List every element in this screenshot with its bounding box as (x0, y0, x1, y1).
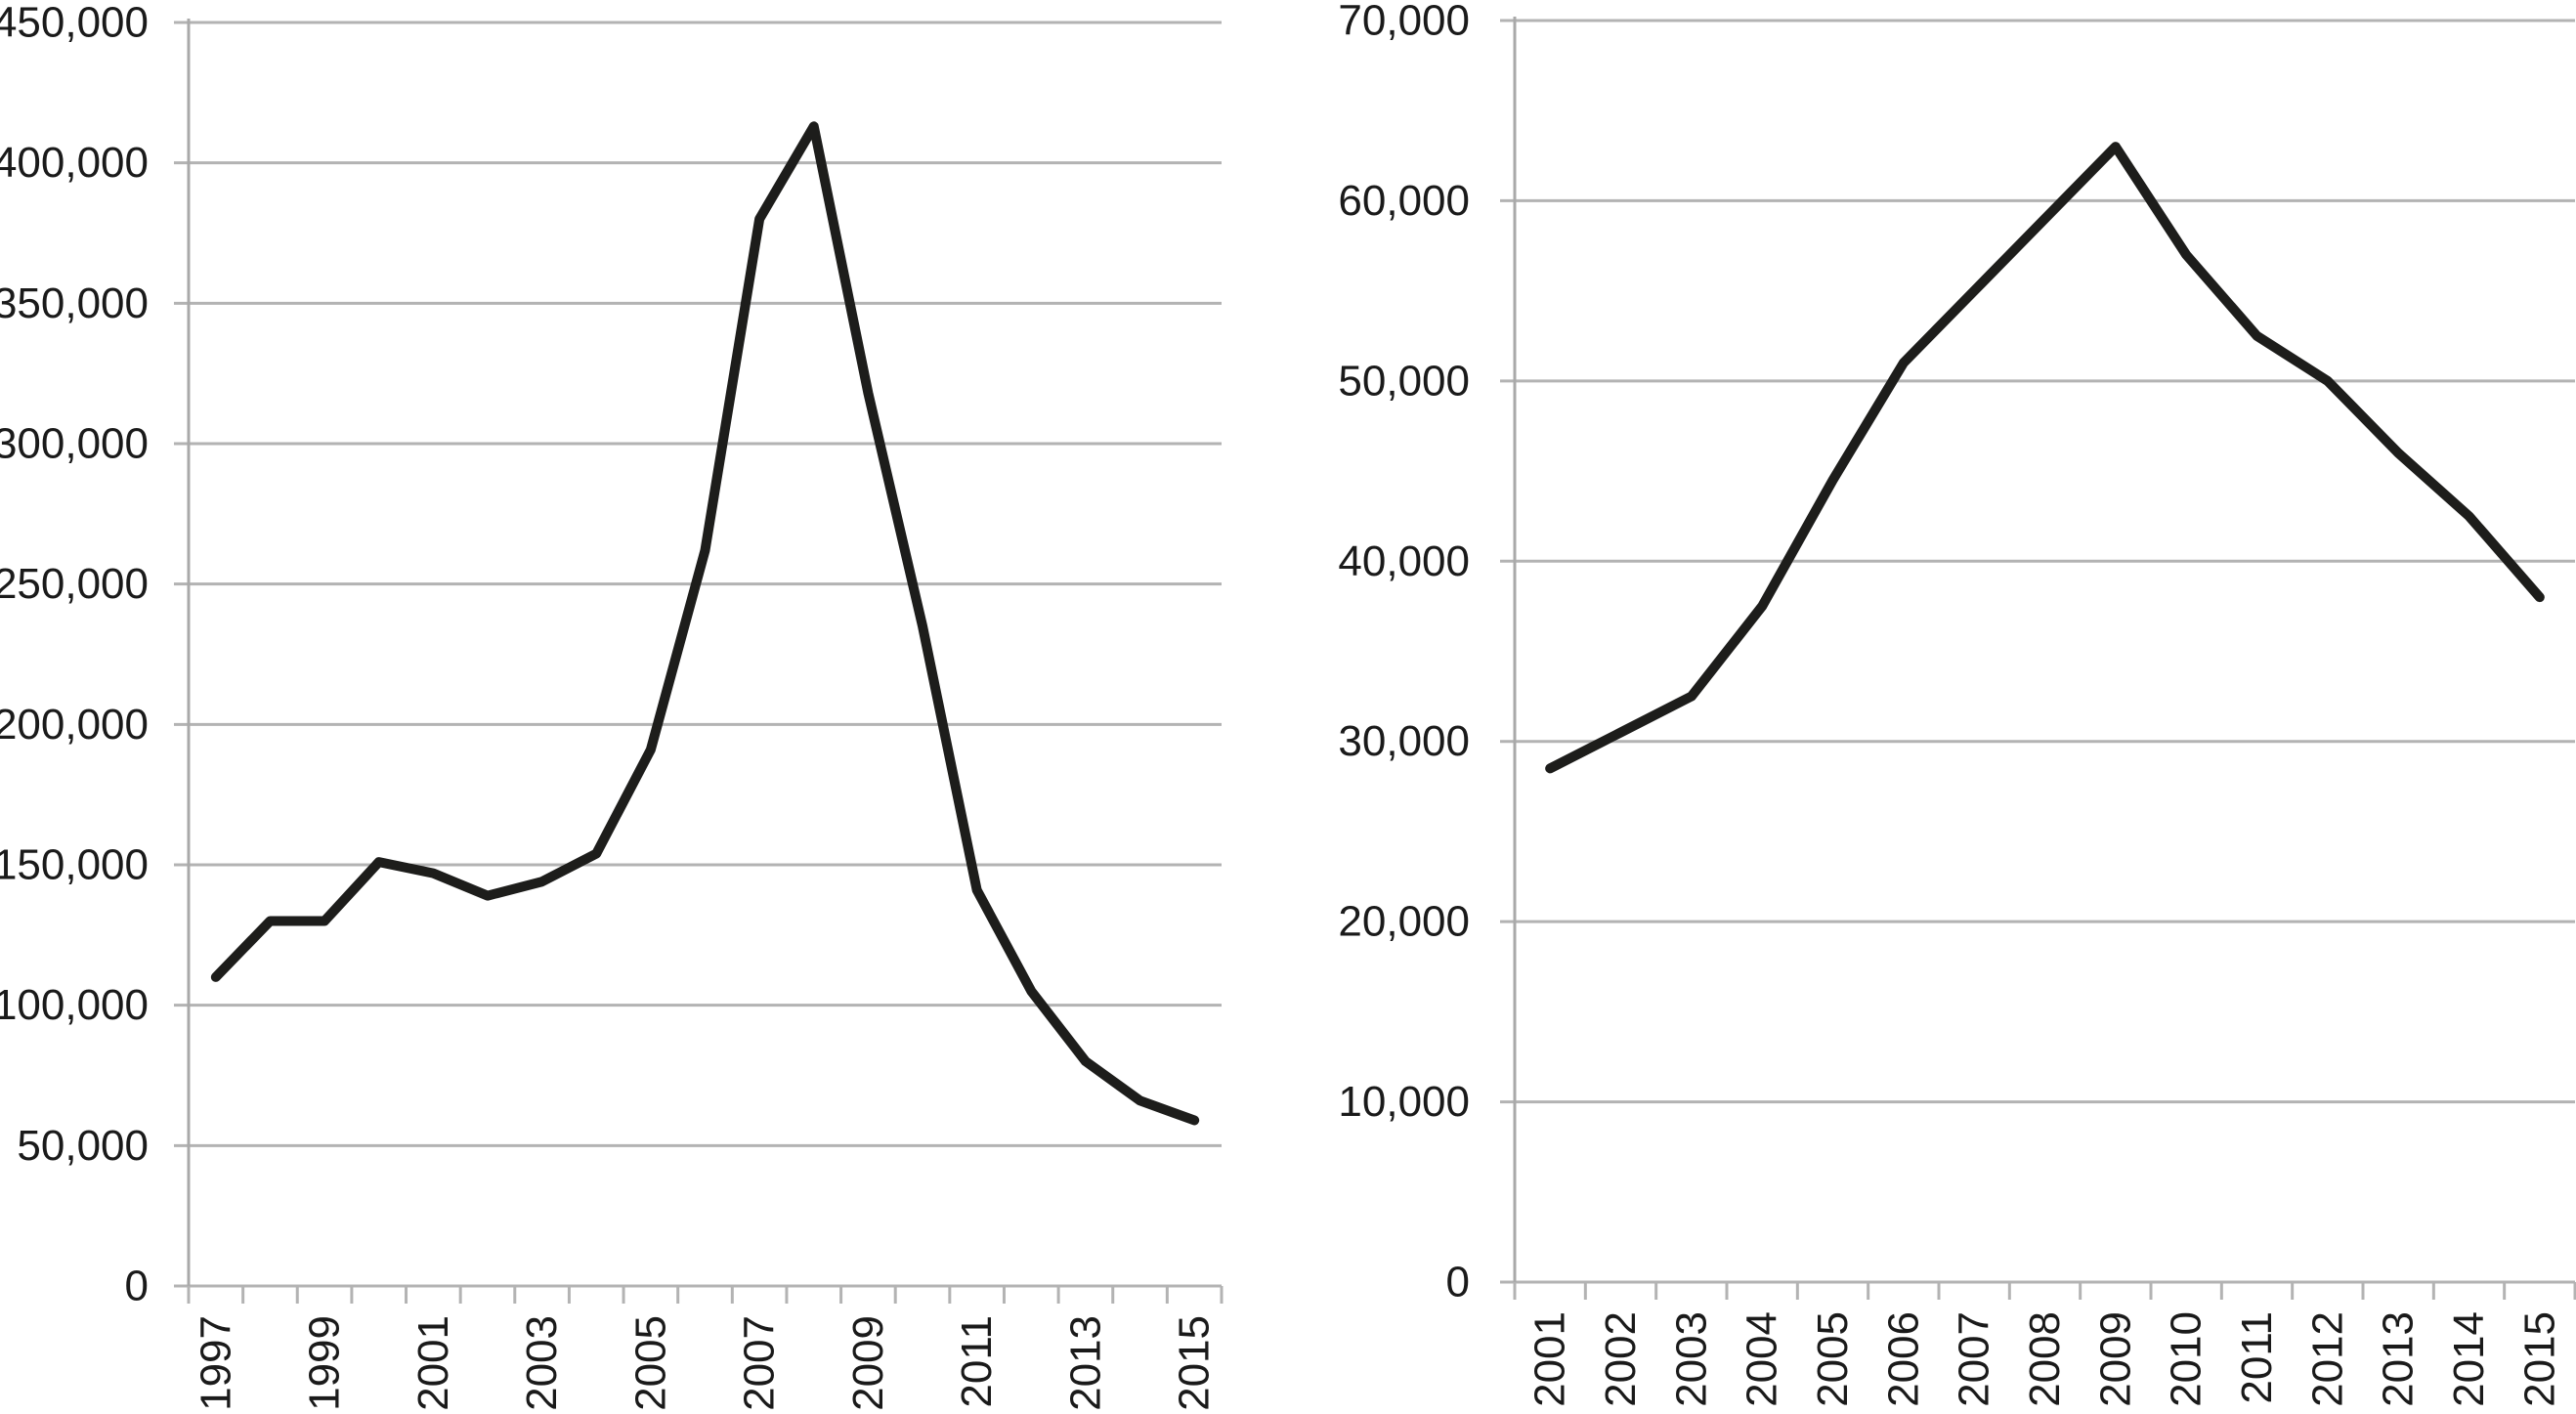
x-tick-label: 2006 (1879, 1311, 1927, 1407)
right-chart: 0 10,000 20,000 30,000 40,000 50,000 60,000 70,… (1338, 0, 2576, 1407)
y-tick-label: 0 (1446, 1259, 1470, 1307)
y-tick-label: 450,000 (0, 0, 149, 47)
x-tick-label: 2007 (736, 1315, 784, 1409)
y-tick-label: 20,000 (1338, 898, 1470, 946)
y-tick-label: 100,000 (0, 981, 149, 1029)
data-line (1545, 142, 2545, 774)
y-axis-labels: 0 50,000 100,000 150,000 200,000 250,000 300,0… (0, 0, 149, 1310)
x-tick-label: 2004 (1739, 1311, 1786, 1407)
x-tick-label: 2007 (1951, 1311, 1998, 1407)
x-tick-label: 2014 (2445, 1311, 2493, 1407)
x-tick-label: 1999 (301, 1315, 349, 1409)
x-axis-labels: 2001 2002 2003 2004 2005 2006 2007 2008 2009 2010… (1526, 1311, 2564, 1407)
x-axis-ticks (1513, 1282, 2576, 1300)
y-tick-label: 250,000 (0, 560, 149, 608)
x-tick-label: 2001 (1526, 1311, 1574, 1407)
x-tick-label: 2013 (2375, 1311, 2423, 1407)
x-tick-label: 2009 (844, 1315, 892, 1409)
y-tick-label: 300,000 (0, 420, 149, 468)
x-tick-label: 2003 (1667, 1311, 1715, 1407)
x-tick-label: 2015 (2515, 1311, 2563, 1407)
x-tick-label: 2011 (2233, 1311, 2281, 1404)
x-tick-label: 2010 (2163, 1311, 2211, 1407)
y-axis-labels: 0 10,000 20,000 30,000 40,000 50,000 60,000 70,… (1338, 0, 1470, 1307)
x-tick-label: 2015 (1171, 1315, 1219, 1409)
x-tick-label: 2002 (1597, 1311, 1645, 1407)
y-tick-label: 10,000 (1338, 1078, 1470, 1126)
y-tick-label: 60,000 (1338, 177, 1470, 225)
y-tick-label: 200,000 (0, 701, 149, 749)
x-tick-label: 2013 (1061, 1315, 1109, 1409)
x-tick-label: 2009 (2091, 1311, 2139, 1407)
gridlines (174, 21, 1222, 1288)
data-line (210, 121, 1200, 1126)
x-axis-labels: 1997 1999 2001 2003 2005 2007 2009 2011 2013 2015 (192, 1315, 1219, 1411)
y-tick-label: 50,000 (1338, 357, 1470, 405)
left-chart: 0 50,000 100,000 150,000 200,000 250,000 300,0… (0, 0, 1224, 1411)
y-tick-label: 0 (125, 1263, 149, 1310)
x-tick-label: 2005 (1809, 1311, 1857, 1407)
y-tick-label: 350,000 (0, 279, 149, 327)
y-tick-label: 40,000 (1338, 537, 1470, 585)
y-tick-label: 50,000 (17, 1122, 149, 1170)
gridlines (1500, 19, 2575, 1284)
x-tick-label: 2012 (2303, 1311, 2351, 1407)
x-tick-label: 2003 (518, 1315, 566, 1409)
x-tick-label: 2011 (953, 1315, 1001, 1408)
x-axis-ticks (187, 1286, 1224, 1304)
y-tick-label: 150,000 (0, 841, 149, 889)
y-tick-label: 30,000 (1338, 717, 1470, 765)
x-tick-label: 2001 (409, 1315, 457, 1409)
x-tick-label: 2005 (626, 1315, 674, 1409)
y-tick-label: 400,000 (0, 139, 149, 187)
x-tick-label: 1997 (192, 1315, 239, 1409)
y-tick-label: 70,000 (1338, 0, 1470, 45)
x-tick-label: 2008 (2021, 1311, 2069, 1407)
